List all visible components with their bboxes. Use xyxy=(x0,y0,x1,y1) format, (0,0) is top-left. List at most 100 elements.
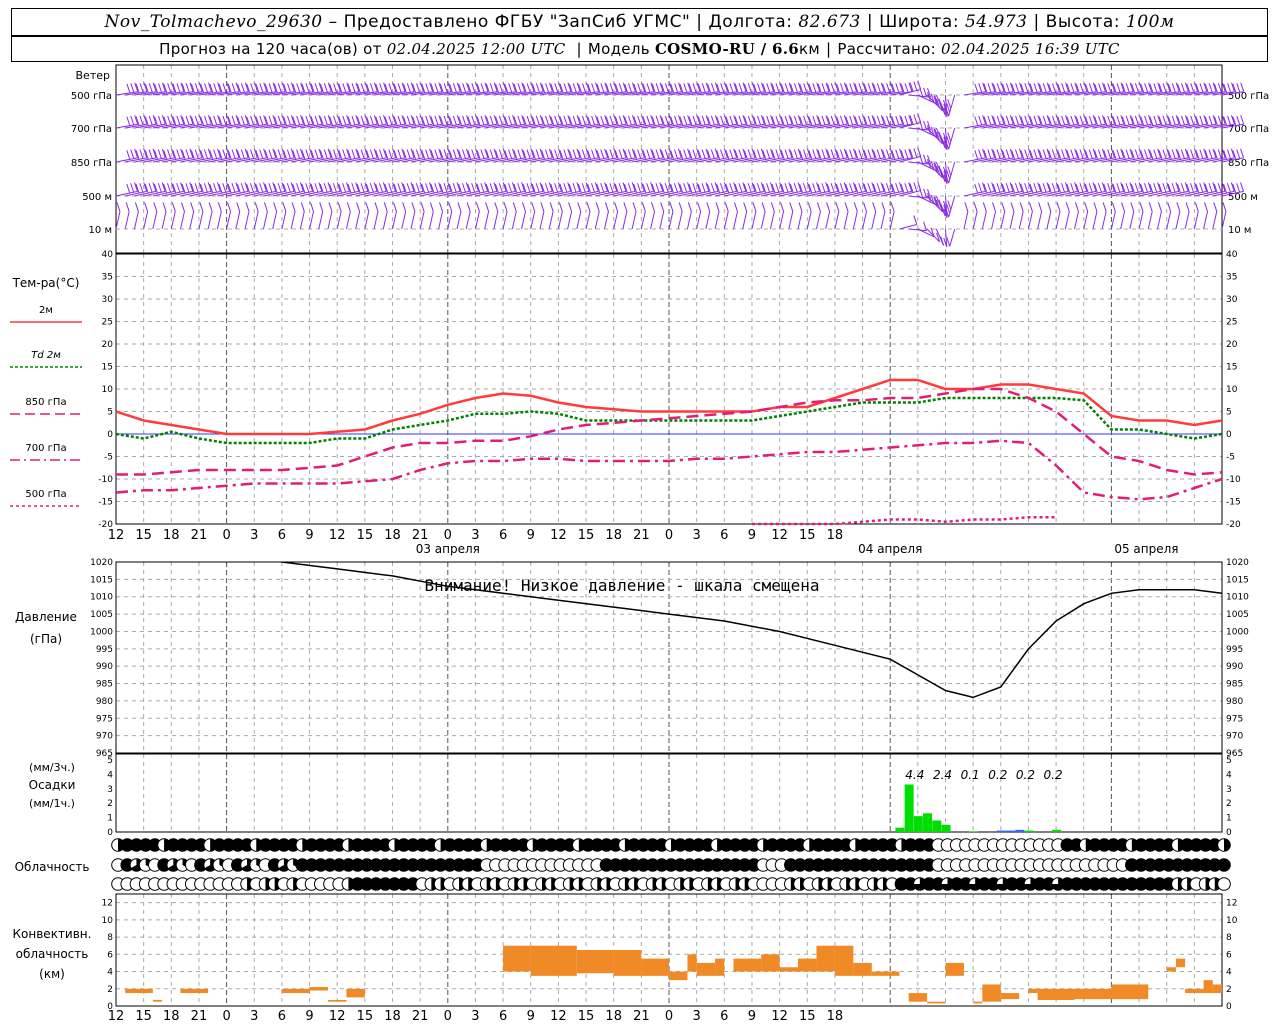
convective-x-tick: 3 xyxy=(693,1009,701,1024)
wind-barb-flag xyxy=(1230,182,1235,192)
wind-barb-flag xyxy=(480,115,485,126)
wind-barb-shaft xyxy=(143,190,166,197)
temp-x-tick: 15 xyxy=(135,528,152,543)
wind-barb-flag xyxy=(207,148,212,159)
wind-barb-flag xyxy=(742,182,747,192)
wind-barb-flag xyxy=(383,82,388,92)
wind-barb-flag xyxy=(227,183,232,194)
wind-barb-shaft xyxy=(226,157,249,163)
wind-barb-flag xyxy=(899,148,904,159)
pressure-tick-left: 995 xyxy=(96,645,113,655)
wind-barb-flag xyxy=(402,183,407,194)
wind-barb-shaft xyxy=(512,190,534,197)
wind-barb-flag xyxy=(889,115,894,125)
precip-bar xyxy=(1024,830,1034,832)
wind-barb-shaft xyxy=(1101,211,1107,230)
wind-barb-flag xyxy=(452,83,457,93)
wind-barb-flag xyxy=(789,183,794,194)
wind-barb-flag xyxy=(227,116,232,126)
wind-barb-flag xyxy=(889,182,894,192)
wind-barb-flag xyxy=(452,149,457,159)
wind-barb-flag xyxy=(244,82,249,92)
pressure-tick-left: 1005 xyxy=(90,610,113,620)
wind-barb-flag xyxy=(549,82,553,92)
wind-barb-shaft xyxy=(1129,211,1135,230)
wind-barb-flag xyxy=(1075,83,1080,94)
wind-barb-shaft xyxy=(198,211,204,230)
wind-barb-shaft xyxy=(493,211,499,230)
convective-x-tick: 0 xyxy=(222,1009,230,1024)
wind-barb-flag xyxy=(554,183,559,193)
wind-barb-shaft xyxy=(235,211,241,230)
wind-barb-flag xyxy=(467,83,472,94)
wind-barb-flag xyxy=(1203,115,1208,125)
precip-total-label: 2.4 xyxy=(933,768,952,782)
wind-barb-flag xyxy=(1140,83,1145,94)
wind-barb-flag xyxy=(296,115,301,126)
wind-barb-flag xyxy=(697,83,702,94)
wind-barb-flag xyxy=(419,82,424,92)
wind-barb-flag xyxy=(766,183,771,193)
wind-barb-flag xyxy=(180,148,185,159)
wind-barb-flag xyxy=(581,115,586,126)
wind-barb-flag xyxy=(1153,183,1158,193)
wind-barb-shaft xyxy=(890,157,912,163)
convective-tick-right: 6 xyxy=(1226,950,1232,960)
wind-barb-flag xyxy=(982,202,987,212)
wind-barb-flag xyxy=(1194,148,1198,159)
convective-block xyxy=(927,1001,946,1004)
wind-barb-flag xyxy=(126,183,131,194)
wind-barb-flag xyxy=(301,83,306,94)
wind-barb-flag xyxy=(512,202,517,212)
wind-barb-flag xyxy=(600,83,605,93)
wind-barb-flag xyxy=(157,149,162,159)
wind-barb-flag xyxy=(301,183,306,194)
wind-barb-flag xyxy=(863,83,868,94)
wind-barb-shaft xyxy=(761,91,783,96)
wind-barb-shaft xyxy=(420,91,442,96)
wind-barb-shaft xyxy=(880,91,903,96)
wind-barb-shaft xyxy=(300,91,323,96)
wind-barb-flag xyxy=(568,150,573,160)
wind-barb-shaft xyxy=(336,211,342,230)
wind-barb-flag xyxy=(1213,202,1218,212)
wind-barb-shaft xyxy=(1212,123,1235,129)
wind-barb-flag xyxy=(226,182,231,192)
wind-barb-flag xyxy=(198,82,203,92)
wind-barb-flag xyxy=(1079,183,1084,193)
wind-barb-flag xyxy=(1171,115,1176,126)
temp-tick-left: 40 xyxy=(102,250,114,260)
wind-barb-flag xyxy=(711,83,715,93)
wind-barb-shaft xyxy=(364,91,387,96)
wind-barb-flag xyxy=(761,82,765,92)
convective-tick-left: 8 xyxy=(107,933,113,943)
wind-barb-flag xyxy=(170,148,175,159)
wind-barb-shaft xyxy=(493,123,516,129)
wind-barb-flag xyxy=(775,83,780,93)
wind-barb-flag xyxy=(692,183,697,193)
wind-barb-flag xyxy=(880,182,885,192)
wind-barb-flag xyxy=(200,150,205,160)
temp-tick-left: -20 xyxy=(98,520,113,530)
pressure-tick-right: 985 xyxy=(1226,680,1243,690)
wind-barb-shaft xyxy=(291,190,313,197)
wind-barb-flag xyxy=(982,115,987,125)
wind-barb-shaft xyxy=(779,157,802,163)
wind-barb-flag xyxy=(1162,115,1167,126)
wind-barb-flag xyxy=(1024,115,1029,126)
wind-barb-shaft xyxy=(576,157,599,163)
wind-barb-shaft xyxy=(751,190,774,197)
wind-barb-shaft xyxy=(1037,123,1060,129)
wind-barb-shaft xyxy=(687,190,710,197)
wind-barb-flag xyxy=(628,83,633,93)
wind-barb-flag xyxy=(1138,182,1143,192)
wind-barb-shaft xyxy=(383,91,406,96)
wind-barb-flag xyxy=(1057,183,1062,194)
precip-bar xyxy=(969,831,979,832)
wind-barb-shaft xyxy=(981,211,987,230)
wind-barb-flag xyxy=(734,116,739,126)
wind-barb-shaft xyxy=(825,190,848,197)
wind-barb-shaft xyxy=(899,122,921,129)
wind-barb-shaft xyxy=(650,157,673,163)
wind-barb-shaft xyxy=(1092,157,1115,163)
